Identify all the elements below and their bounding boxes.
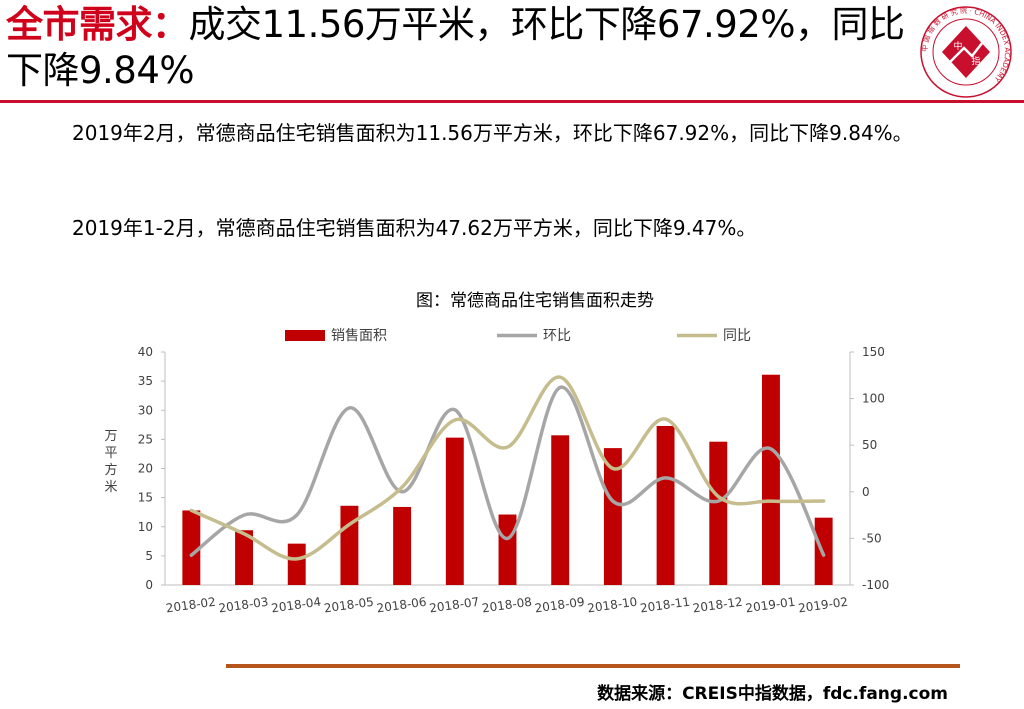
logo-char-1: 中 bbox=[953, 40, 962, 52]
y-left-axis-label: 米 bbox=[104, 480, 117, 495]
paragraph-monthly: 2019年2月，常德商品住宅销售面积为11.56万平方米，环比下降67.92%，… bbox=[72, 121, 913, 145]
x-tick-label: 2018-07 bbox=[428, 595, 480, 616]
y-left-tick-label: 0 bbox=[145, 578, 153, 592]
legend-label: 环比 bbox=[543, 328, 571, 344]
x-tick-label: 2018-02 bbox=[165, 595, 217, 616]
x-tick-label: 2018-04 bbox=[270, 595, 322, 616]
bar-2018-04 bbox=[287, 543, 306, 585]
data-source: 数据来源：CREIS中指数据，fdc.fang.com bbox=[597, 684, 948, 704]
y-left-tick-label: 10 bbox=[138, 520, 153, 534]
x-tick-label: 2018-05 bbox=[323, 595, 375, 616]
page-title: 全市需求：成交11.56万平米，环比下降67.92%，同比下降9.84% bbox=[6, 2, 906, 94]
legend-label: 同比 bbox=[723, 328, 751, 344]
bar-2018-08 bbox=[498, 514, 517, 585]
line-series bbox=[189, 375, 826, 561]
y-right-tick-label: 50 bbox=[862, 438, 877, 452]
legend-swatch-bar bbox=[285, 330, 325, 341]
y-left-axis-label: 万 bbox=[104, 429, 117, 444]
y-left-tick-label: 5 bbox=[145, 549, 153, 563]
y-left-tick-label: 20 bbox=[138, 462, 153, 476]
x-tick-label: 2018-10 bbox=[587, 595, 639, 616]
bar-2018-12 bbox=[709, 441, 728, 585]
y-right-tick-label: 150 bbox=[862, 345, 885, 359]
y-left-tick-label: 15 bbox=[138, 491, 153, 505]
bar-2018-10 bbox=[603, 448, 622, 585]
x-axis-ticks: 2018-02 2018-03 2018-04 2018-05 2018-06 2018-… bbox=[165, 595, 849, 616]
bar-2018-09 bbox=[551, 435, 570, 585]
bar-2018-11 bbox=[656, 425, 675, 585]
y-left-tick-label: 25 bbox=[138, 432, 153, 446]
title-divider bbox=[0, 100, 1024, 103]
chart-legend: 销售面积 环比 同比 bbox=[285, 328, 751, 344]
y-right-tick-label: -100 bbox=[862, 578, 889, 592]
page-title-highlight: 全市需求： bbox=[6, 3, 189, 46]
y-right-tick-label: 0 bbox=[862, 485, 870, 499]
china-index-academy-logo: 中 国 指 数 研 究 院 · CHINA INDEX ACADEMY 中 指 bbox=[920, 6, 1012, 98]
bar-2018-06 bbox=[393, 506, 412, 585]
legend-label: 销售面积 bbox=[331, 328, 387, 344]
logo-char-2: 指 bbox=[971, 55, 980, 67]
x-tick-label: 2019-01 bbox=[745, 595, 797, 616]
paragraph-ytd: 2019年1-2月，常德商品住宅销售面积为47.62万平方米，同比下降9.47%… bbox=[72, 216, 757, 240]
y-right-tick-label: 100 bbox=[862, 392, 885, 406]
page-title-rest: 成交11.56万平米，环比下降67.92%，同比下降9.84% bbox=[6, 3, 905, 92]
chart-title: 图：常德商品住宅销售面积走势 bbox=[416, 291, 654, 311]
y-right-tick-label: -50 bbox=[862, 531, 882, 545]
x-tick-label: 2018-11 bbox=[639, 595, 691, 616]
bar-2018-07 bbox=[445, 437, 464, 585]
bar-2019-01 bbox=[762, 374, 780, 585]
y-left-axis-label: 平 bbox=[104, 446, 117, 461]
bar-2018-05 bbox=[340, 505, 359, 585]
x-tick-label: 2018-09 bbox=[534, 595, 586, 616]
x-tick-label: 2018-12 bbox=[692, 595, 744, 616]
y-left-tick-label: 30 bbox=[138, 403, 153, 417]
y-left-tick-label: 40 bbox=[138, 345, 153, 359]
x-tick-label: 2019-02 bbox=[797, 595, 849, 616]
bar-2018-03 bbox=[235, 530, 253, 585]
sales-area-chart: 图：常德商品住宅销售面积走势 销售面积 环比 同比 0 5 10 15 20 25 30 35 40… bbox=[104, 291, 889, 616]
x-tick-label: 2018-08 bbox=[481, 595, 533, 616]
x-tick-label: 2018-06 bbox=[376, 595, 428, 616]
line-yoy bbox=[189, 375, 826, 561]
x-tick-label: 2018-03 bbox=[218, 595, 270, 616]
y-left-axis-label: 方 bbox=[104, 462, 117, 478]
y-left-tick-label: 35 bbox=[138, 374, 153, 388]
line-mom bbox=[189, 385, 826, 557]
footer-divider bbox=[226, 664, 960, 668]
bar-2018-02 bbox=[182, 510, 201, 585]
